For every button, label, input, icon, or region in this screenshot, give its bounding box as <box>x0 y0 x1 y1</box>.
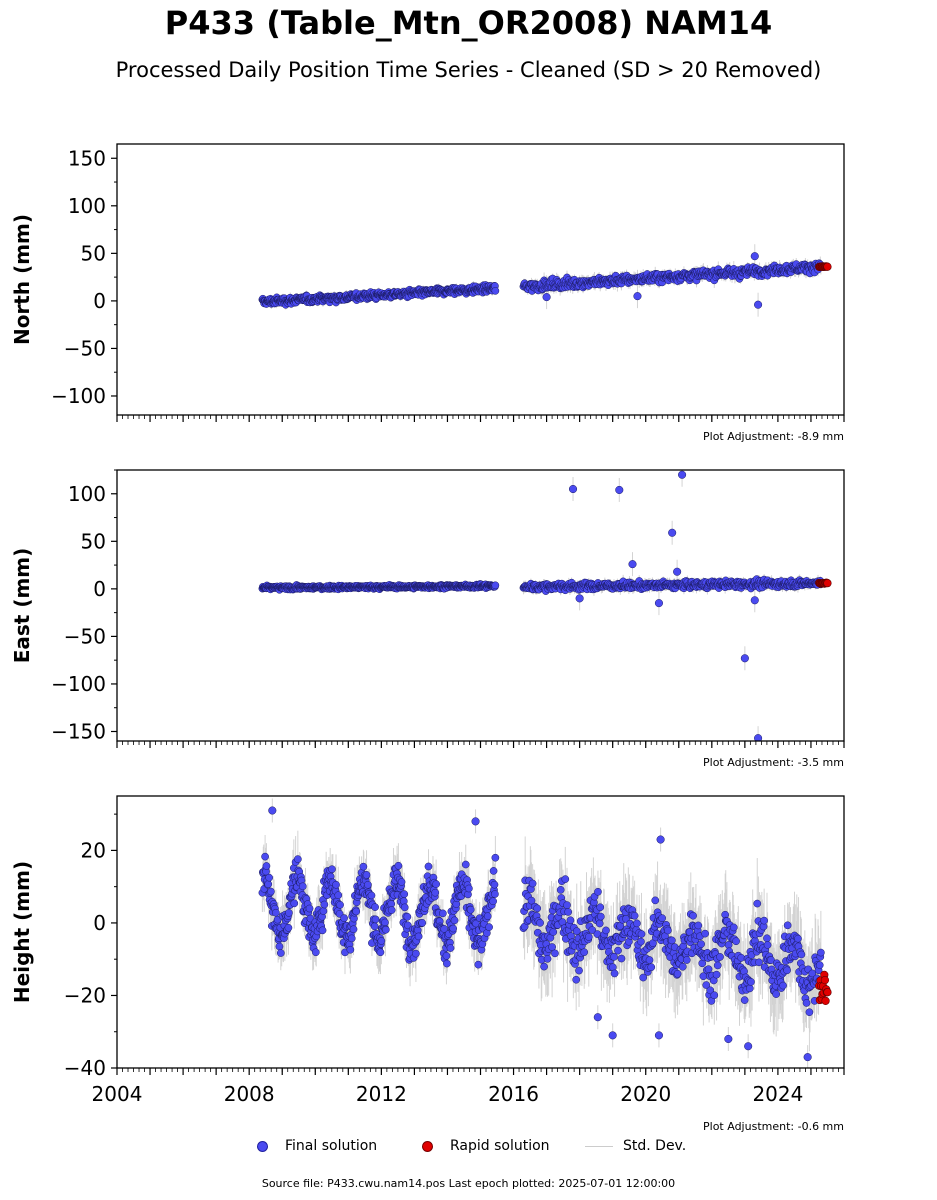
y-tick-label: −50 <box>64 624 106 648</box>
y-tick-label: −150 <box>51 719 106 743</box>
rapid-point <box>823 262 832 271</box>
final-point <box>750 252 759 261</box>
final-point <box>633 292 642 301</box>
final-point <box>568 484 578 494</box>
y-axis-label: East (mm) <box>10 548 34 664</box>
final-point <box>754 734 763 741</box>
y-tick-label: −100 <box>51 384 106 408</box>
final-point <box>673 567 682 576</box>
final-point <box>575 594 584 603</box>
y-tick-label: −50 <box>64 336 106 360</box>
final-point <box>750 596 759 605</box>
y-tick-label: 0 <box>93 289 106 313</box>
y-axis-label: North (mm) <box>10 214 34 345</box>
panel-1: −150 −100 −50 0 50 100 East (mm) Plot Adjustmen… <box>10 469 845 769</box>
axes-frame <box>116 469 845 742</box>
y-tick-label: 150 <box>68 146 106 170</box>
plot-adjustment: Plot Adjustment: -3.5 mm <box>703 756 844 769</box>
y-tick-label: 100 <box>68 194 106 218</box>
final-point <box>668 528 677 537</box>
chart-title: P433 (Table_Mtn_OR2008) NAM14 <box>164 4 773 42</box>
y-tick-label: 0 <box>93 577 106 601</box>
plot-adjustment: Plot Adjustment: -8.9 mm <box>703 430 844 443</box>
chart-subtitle: Processed Daily Position Time Series - C… <box>115 58 822 82</box>
y-tick-label: 50 <box>81 529 106 553</box>
final-point <box>491 581 500 590</box>
final-points <box>258 470 832 741</box>
y-tick-label: 50 <box>81 241 106 265</box>
final-point <box>754 300 763 309</box>
y-tick-label: −100 <box>51 672 106 696</box>
final-point <box>740 654 749 663</box>
rapid-point <box>823 579 832 588</box>
panel-0: −100 −50 0 50 100 150 North (mm) Plot Adjustmen… <box>10 143 845 443</box>
final-point <box>654 599 663 608</box>
final-point <box>542 293 551 302</box>
std-dev-lines <box>261 470 822 741</box>
final-point <box>491 287 500 295</box>
final-point <box>615 485 624 495</box>
y-tick-label: 100 <box>68 482 106 506</box>
final-point <box>628 560 637 569</box>
final-points <box>258 252 832 309</box>
final-point <box>678 470 687 479</box>
